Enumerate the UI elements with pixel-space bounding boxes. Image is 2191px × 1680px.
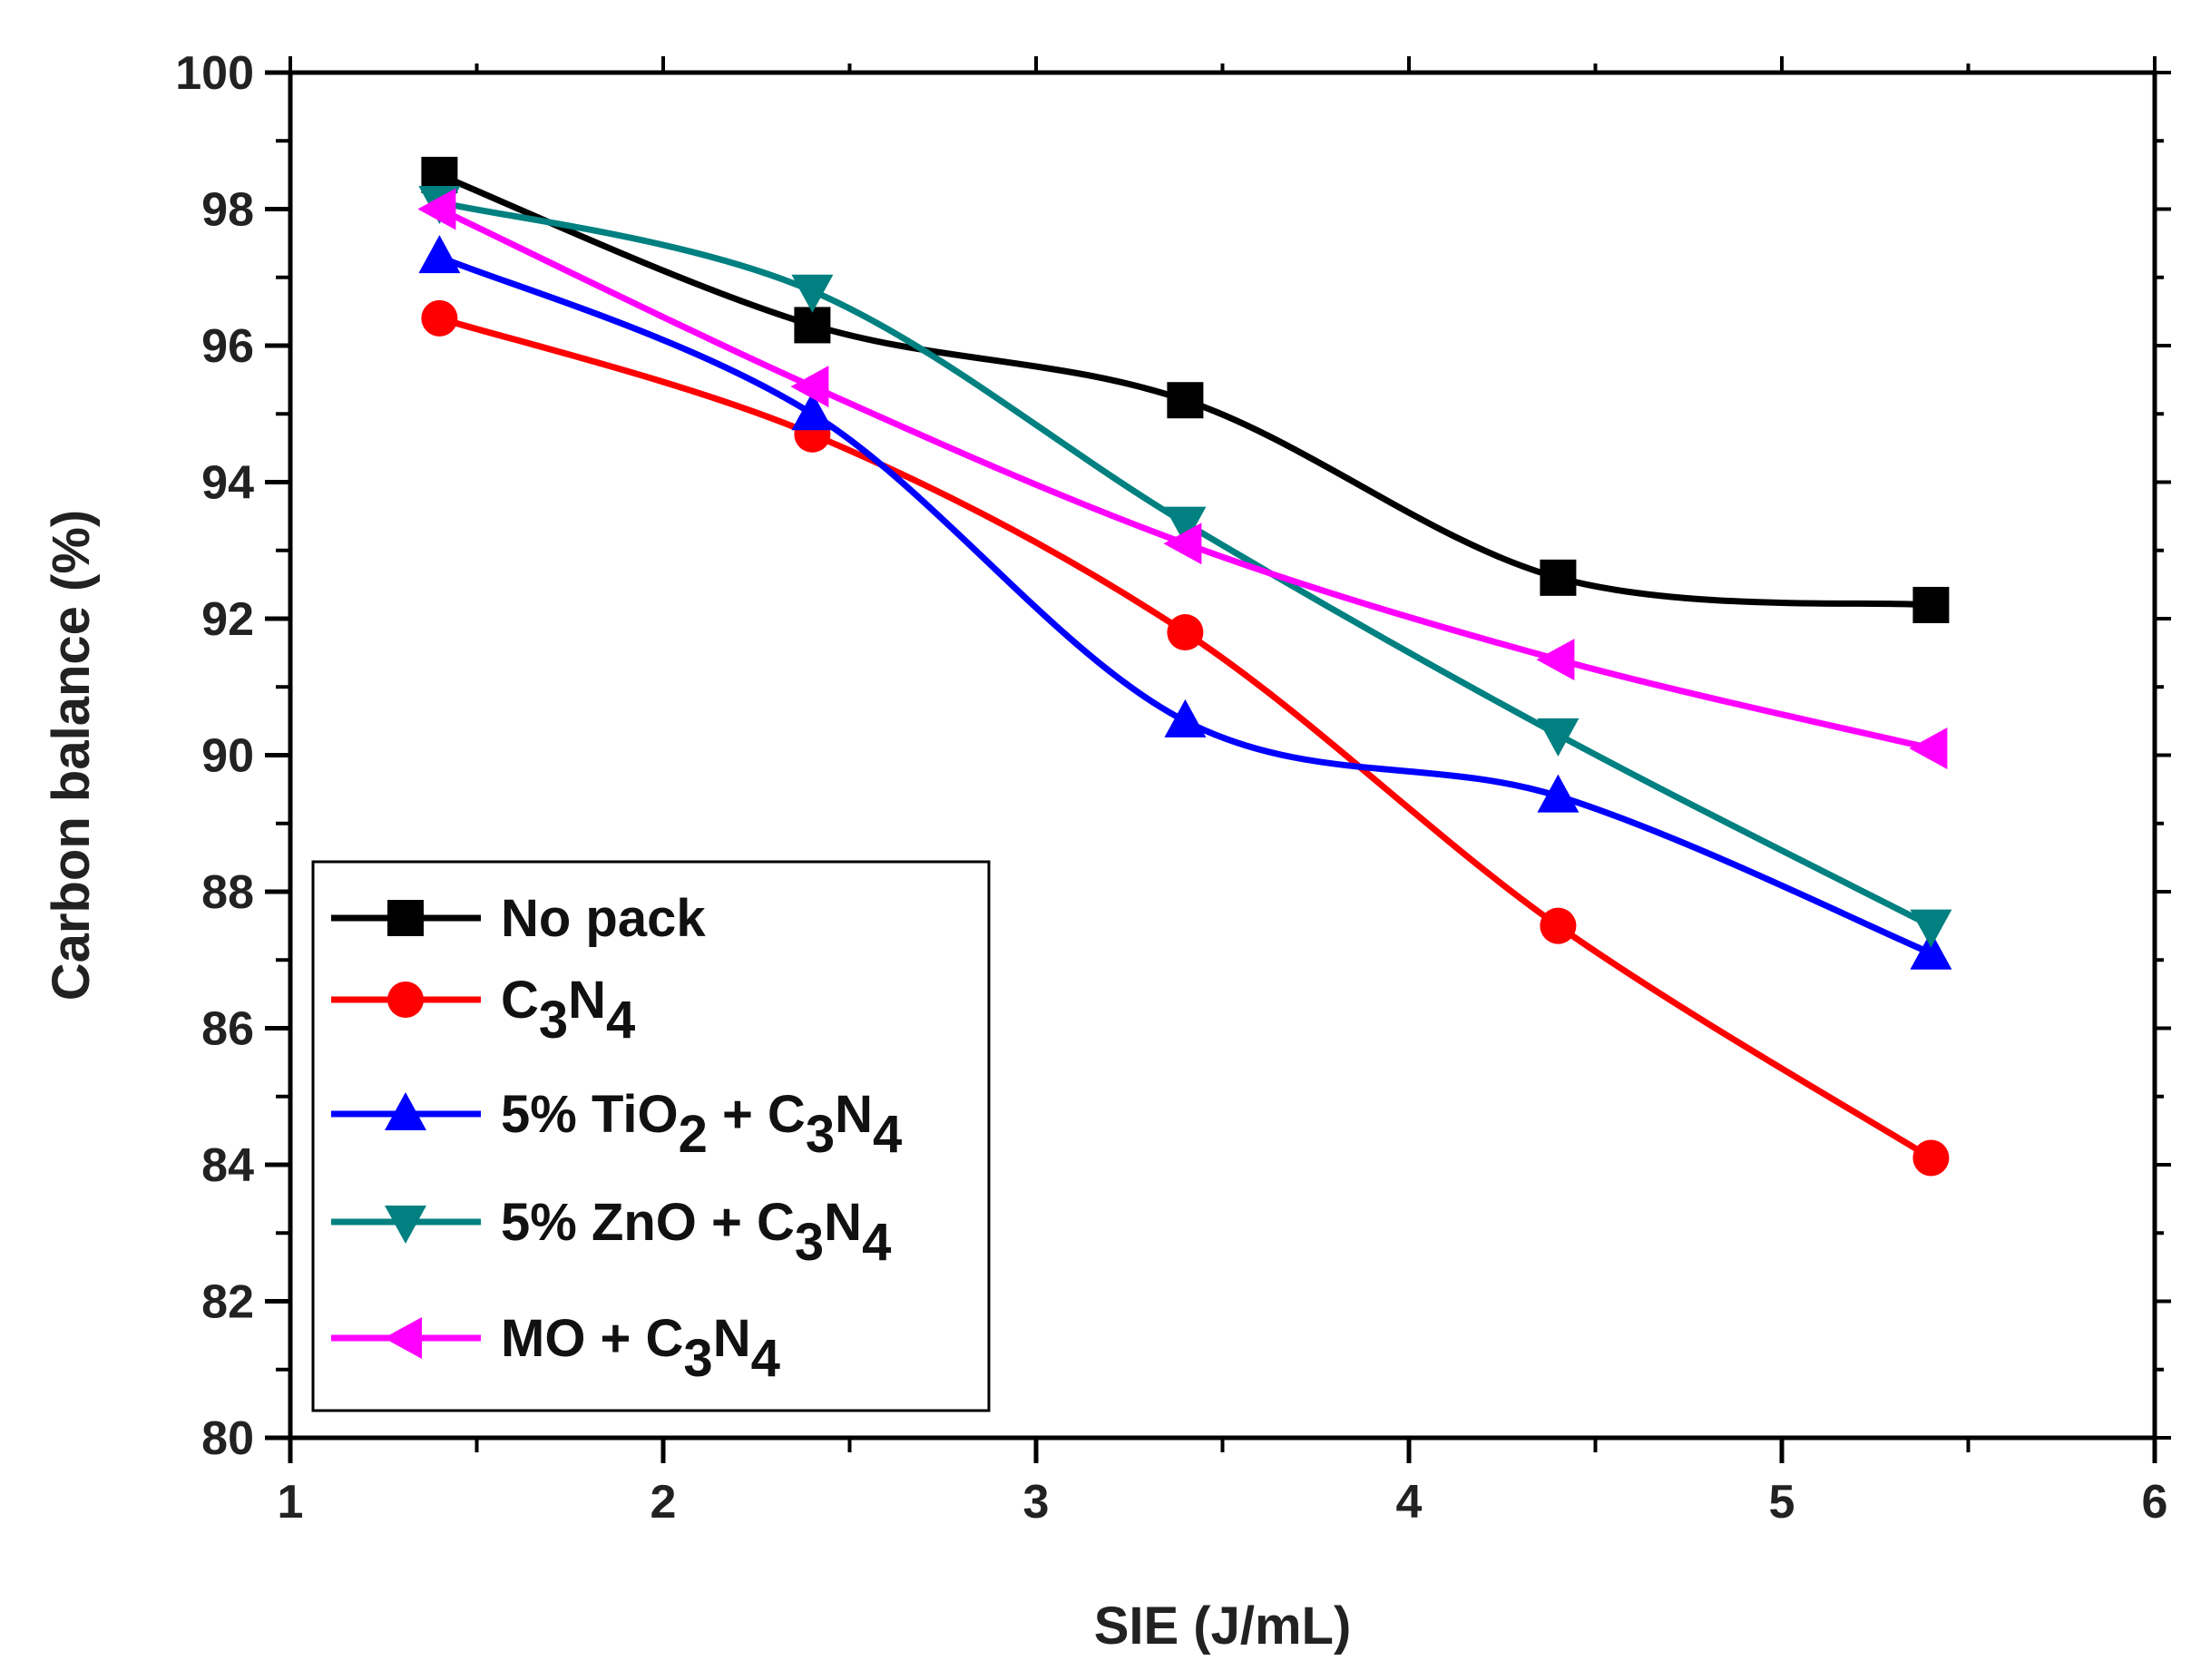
- data-point: [1540, 907, 1577, 944]
- legend-marker: [385, 1092, 426, 1130]
- data-point: [791, 392, 834, 431]
- data-point: [1537, 718, 1580, 757]
- legend-label-part: 5% TiO: [501, 1085, 679, 1144]
- legend-label: 5% TiO2 + C3N4: [501, 1085, 902, 1164]
- legend-label: No pack: [501, 889, 706, 948]
- data-point: [1909, 727, 1948, 769]
- legend-label-part: No pack: [501, 889, 706, 948]
- series-3: [418, 235, 1952, 970]
- legend-label-part: 5% ZnO + C: [501, 1193, 795, 1252]
- legend-label-part: 3: [683, 1329, 712, 1388]
- legend-label-part: MO + C: [501, 1309, 683, 1368]
- legend-label: C3N4: [501, 971, 635, 1050]
- x-axis-title: SIE (J/mL): [1094, 1597, 1352, 1656]
- legend-label-part: + C: [708, 1085, 806, 1144]
- legend-label-part: 4: [606, 991, 635, 1050]
- legend-label-part: 3: [539, 991, 568, 1050]
- legend-label-part: N: [835, 1085, 873, 1144]
- data-point: [1910, 931, 1952, 970]
- legend-marker: [384, 1317, 422, 1359]
- legend-item: MO + C3N4: [331, 1309, 780, 1388]
- data-point: [1167, 382, 1204, 419]
- legend-label-part: C: [501, 971, 539, 1030]
- legend-box: [311, 860, 991, 1412]
- data-point: [1163, 523, 1202, 565]
- y-tick-label: 90: [201, 730, 254, 783]
- legend-marker: [387, 900, 424, 936]
- data-point: [791, 274, 834, 313]
- legend-item: No pack: [331, 889, 706, 948]
- y-tick-label: 82: [201, 1276, 254, 1329]
- legend-item: 5% TiO2 + C3N4: [331, 1085, 902, 1164]
- x-tick-label: 2: [650, 1476, 677, 1529]
- x-tick-label: 4: [1396, 1476, 1423, 1529]
- legend-label-part: 4: [873, 1105, 902, 1164]
- data-point: [1912, 586, 1950, 623]
- data-point: [1912, 1139, 1950, 1177]
- legend-label-part: N: [824, 1193, 862, 1252]
- y-tick-label: 86: [201, 1003, 254, 1056]
- data-point: [417, 188, 456, 230]
- data-point: [418, 235, 461, 274]
- x-tick-label: 3: [1023, 1476, 1050, 1529]
- y-tick-label: 92: [201, 593, 254, 646]
- legend-label-part: 4: [862, 1213, 891, 1272]
- series-5: [417, 188, 1948, 769]
- series-1: [421, 156, 1950, 623]
- legend-label-part: N: [568, 971, 606, 1030]
- y-tick-label: 84: [201, 1139, 254, 1192]
- y-tick-label: 98: [201, 184, 254, 237]
- legend-marker: [387, 982, 424, 1018]
- legend-item: C3N4: [331, 971, 635, 1050]
- legend-label: 5% ZnO + C3N4: [501, 1193, 891, 1272]
- y-tick-label: 80: [201, 1412, 254, 1465]
- legend-label-part: N: [713, 1309, 751, 1368]
- y-tick-label: 88: [201, 866, 254, 919]
- data-point: [1536, 639, 1575, 681]
- data-point: [1910, 909, 1952, 948]
- series-2: [421, 299, 1950, 1177]
- legend-label-part: 4: [751, 1329, 780, 1388]
- y-tick-label: 94: [201, 457, 254, 510]
- data-point: [794, 307, 831, 344]
- legend-label-part: 3: [795, 1213, 824, 1272]
- y-axis-title: Carbon balance (%): [42, 510, 101, 1001]
- legend-label: MO + C3N4: [501, 1309, 780, 1388]
- series-layer: [417, 156, 1952, 1177]
- x-tick-label: 5: [1769, 1476, 1795, 1529]
- legend-label-part: 2: [679, 1105, 708, 1164]
- data-point: [790, 366, 829, 408]
- data-point: [1164, 506, 1207, 545]
- data-point: [1537, 774, 1580, 813]
- data-point: [421, 299, 458, 337]
- x-tick-label: 6: [2142, 1476, 2168, 1529]
- y-tick-label: 96: [201, 320, 254, 373]
- y-tick-label: 100: [175, 47, 254, 100]
- legend-marker: [385, 1206, 426, 1244]
- x-tick-label: 1: [278, 1476, 304, 1529]
- data-point: [1167, 614, 1204, 651]
- data-point: [1540, 559, 1577, 596]
- legend-label-part: 3: [806, 1105, 835, 1164]
- legend-item: 5% ZnO + C3N4: [331, 1193, 891, 1272]
- data-point: [1164, 698, 1207, 737]
